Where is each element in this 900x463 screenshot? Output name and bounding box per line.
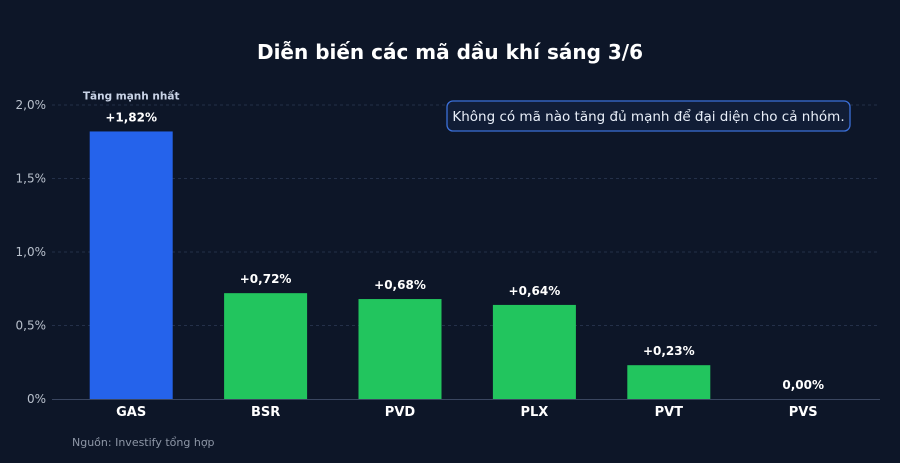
x-tick-label: PVD <box>385 405 416 420</box>
y-tick-label: 0,5% <box>16 319 47 333</box>
data-label: +0,72% <box>240 272 292 286</box>
y-tick-label: 2,0% <box>16 98 47 112</box>
y-tick-label: 0% <box>27 392 46 406</box>
bar-bsr <box>224 293 308 399</box>
source-note: Nguồn: Investify tổng hợp <box>72 436 215 449</box>
x-axis-ticks: GAS BSR PVD PLX PVT PVS <box>116 405 818 420</box>
data-labels: +1,82% +0,72% +0,68% +0,64% +0,23% 0,00% <box>105 110 824 392</box>
y-tick-label: 1,5% <box>16 172 47 186</box>
bars <box>89 131 711 399</box>
x-tick-label: PVS <box>789 405 818 420</box>
annotation-box: Không có mã nào tăng đủ mạnh để đại diện… <box>446 100 851 132</box>
chart-title: Diễn biến các mã dầu khí sáng 3/6 <box>257 40 643 64</box>
data-label: 0,00% <box>782 378 824 392</box>
annotation-text: Không có mã nào tăng đủ mạnh để đại diện… <box>452 108 844 125</box>
data-label: +0,68% <box>374 278 426 292</box>
annotation-box-frame <box>446 100 851 132</box>
x-tick-label: PVT <box>655 405 684 420</box>
grid-lines <box>52 104 880 326</box>
bar-plx <box>492 304 576 399</box>
bar-pvt <box>627 365 711 399</box>
data-label: +1,82% <box>105 110 157 124</box>
data-label: +0,23% <box>643 344 695 358</box>
bar-gas <box>89 131 173 399</box>
y-tick-label: 1,0% <box>16 245 47 259</box>
highlight-label: Tăng mạnh nhất <box>83 89 180 102</box>
x-tick-label: BSR <box>251 405 280 420</box>
y-axis-ticks: 0% 0,5% 1,0% 1,5% 2,0% <box>16 98 47 406</box>
bar-pvd <box>358 299 442 399</box>
x-tick-label: PLX <box>520 405 548 420</box>
x-tick-label: GAS <box>116 405 146 420</box>
data-label: +0,64% <box>509 284 561 298</box>
